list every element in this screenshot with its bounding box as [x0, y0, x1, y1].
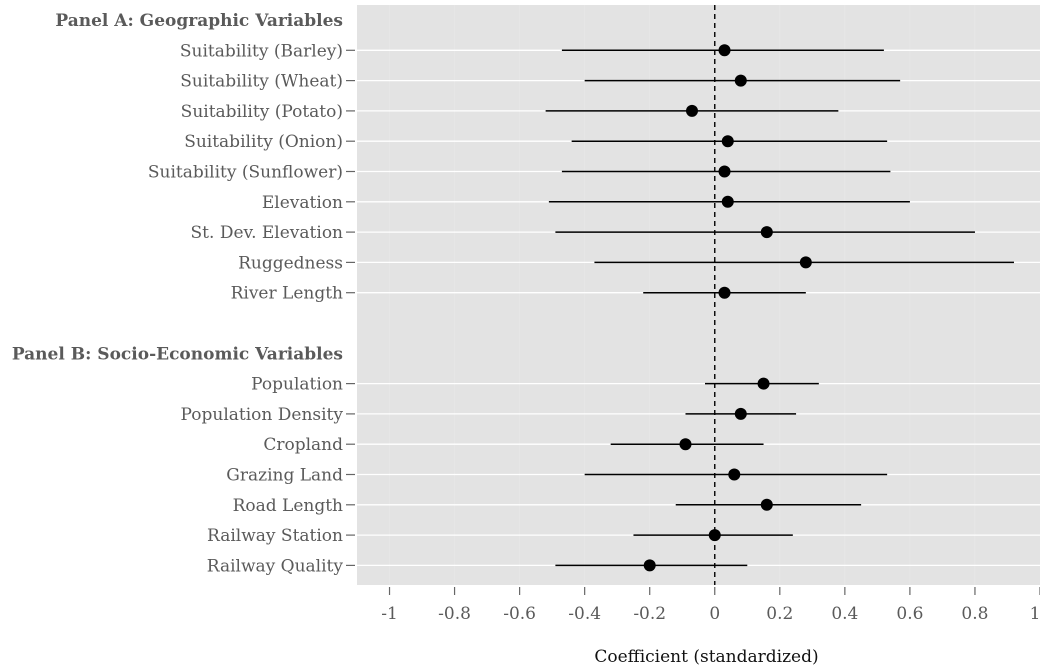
x-tick-label: -1: [381, 604, 398, 624]
row-label: Suitability (Barley): [180, 41, 343, 61]
coefficient-point: [799, 256, 812, 269]
row-label: Population: [251, 375, 343, 395]
coefficient-point: [718, 165, 731, 178]
x-tick-label: 0.6: [896, 604, 923, 624]
coefficient-point: [721, 135, 734, 148]
x-axis: -1 -0.8 -0.6 -0.4 -0.2 0 0.2 0.4 0.6 0.8 1: [381, 587, 1040, 624]
row-label: Railway Station: [207, 526, 343, 546]
row-label: Suitability (Onion): [184, 132, 343, 152]
x-tick-label: -0.6: [503, 604, 536, 624]
coefficient-point: [734, 407, 747, 420]
row-label: River Length: [231, 284, 343, 304]
coefficient-point: [718, 286, 731, 299]
x-tick-label: 0.4: [831, 604, 858, 624]
row-labels: Panel A: Geographic Variables Suitability…: [12, 11, 355, 576]
x-tick-label: 0: [709, 604, 720, 624]
row-label: Suitability (Sunflower): [148, 163, 343, 183]
row-label: Ruggedness: [238, 253, 343, 273]
coefficient-point: [708, 529, 721, 542]
coefficient-point: [643, 559, 656, 572]
coefficient-point: [760, 498, 773, 511]
x-tick-label: -0.2: [633, 604, 666, 624]
x-tick-label: -0.4: [568, 604, 601, 624]
row-label: Suitability (Wheat): [180, 72, 343, 92]
coefficient-point: [760, 226, 773, 239]
coefficient-rows: [545, 44, 1014, 572]
coefficient-point: [728, 468, 741, 481]
row-label: Road Length: [233, 496, 343, 516]
row-label: Population Density: [181, 405, 344, 425]
panel-title: Panel A: Geographic Variables: [55, 11, 343, 31]
x-tick-label: 1: [1030, 604, 1040, 624]
coefficient-point: [734, 74, 747, 87]
panel-title: Panel B: Socio-Economic Variables: [12, 344, 343, 364]
coefficient-point: [679, 438, 692, 451]
plot-background: [357, 5, 1040, 585]
row-label: St. Dev. Elevation: [191, 223, 344, 243]
row-label: Suitability (Potato): [181, 102, 343, 122]
coefficient-point: [757, 377, 770, 390]
row-label: Grazing Land: [226, 466, 343, 486]
x-tick-label: -0.8: [438, 604, 471, 624]
coefficient-point: [685, 104, 698, 117]
coefficient-point: [721, 195, 734, 208]
x-axis-title: Coefficient (standardized): [594, 647, 818, 667]
x-tick-label: 0.2: [766, 604, 793, 624]
x-tick-label: 0.8: [961, 604, 988, 624]
row-label: Railway Quality: [207, 556, 344, 576]
coefficient-point: [718, 44, 731, 57]
row-label: Cropland: [263, 435, 343, 455]
row-label: Elevation: [262, 193, 343, 213]
